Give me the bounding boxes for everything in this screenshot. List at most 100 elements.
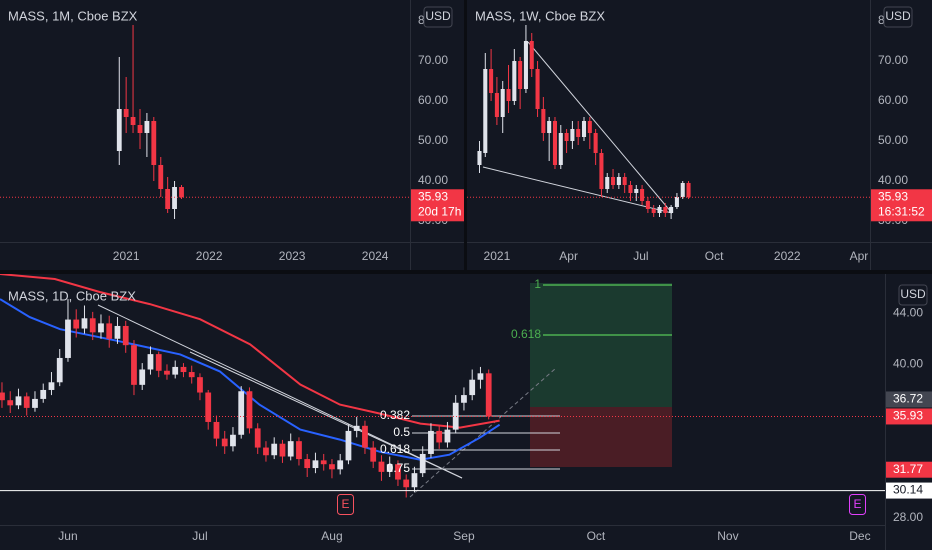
x-tick-label: Oct [587,529,606,543]
candle-body [106,323,113,339]
chart-title: MASS, 1D, Cboe BZX [8,288,136,303]
level-label: 31.77 [893,462,923,476]
candle-body [593,133,598,153]
x-tick-label: 2021 [113,249,140,263]
candle-body [576,129,581,137]
candle-body [279,443,286,457]
earnings-label: E [853,497,861,511]
y-tick-label: 40.00 [878,173,908,187]
candle-body [172,187,177,209]
candle-body [179,187,184,198]
candle-body [158,165,164,189]
candle-body [287,441,294,457]
candle-body [686,183,691,198]
chart-title: MASS, 1M, Cboe BZX [8,8,138,23]
fib-label: 0.5 [393,425,410,439]
y-tick-label: 28.00 [893,510,923,524]
target-label: 1 [534,277,541,291]
target-label: 0.618 [511,327,541,341]
candle-body [489,69,494,93]
candle-body [197,377,203,393]
candle-body [547,121,552,133]
candle-body [378,461,385,472]
candle-body [213,421,220,439]
level-box [886,482,932,499]
earnings-marker[interactable] [337,494,354,515]
candle-body [581,121,587,137]
candle-body [205,392,212,422]
level-label: 30.14 [893,483,923,497]
trend-line [97,304,463,479]
candle-body [444,429,451,443]
last-price-label: 35.93 [418,189,448,203]
candle-body [529,41,534,69]
candle-body [436,430,443,443]
candle-body [122,325,129,346]
last-price-box [411,189,464,222]
candle-body [558,133,563,165]
candle-body [651,209,656,213]
level-box [886,461,932,478]
candle-body [221,438,228,447]
candle-body [329,464,335,470]
x-tick-label: 2022 [196,249,223,263]
currency-box [883,6,913,28]
trend-line [527,41,673,214]
candle-body [164,370,170,375]
x-tick-label: Jul [192,529,207,543]
candle-body [147,354,154,370]
candle-body [564,133,569,141]
candle-body [337,460,344,470]
candle-body [137,125,143,133]
candle-body [461,395,467,403]
candle-body [477,151,482,165]
candle-body [230,434,236,447]
level-box [886,391,932,408]
candle-body [188,372,195,378]
candle-body [0,392,5,401]
candle-body [645,201,650,209]
candle-body [130,117,136,125]
candle-body [172,366,179,375]
plot-area [477,25,691,219]
y-tick-label: 60.00 [418,93,448,107]
candle-body [419,453,426,474]
candle-body [123,109,129,117]
candle-body [616,177,621,185]
candle-body [23,396,30,408]
fib-label: 0.75 [387,461,411,475]
earnings-marker[interactable] [849,494,866,515]
candle-body [263,447,269,456]
x-tick-label: Sep [453,529,475,543]
candle-body [116,109,122,151]
countdown: 20d 17h [418,204,461,218]
candle-body [362,425,368,448]
candle-body [254,428,261,448]
last-price-box [886,408,932,425]
candle-body [81,318,88,329]
candle-body [165,189,171,209]
candle-body [541,109,546,133]
currency-box [898,284,928,306]
candle-body [674,197,679,207]
candle-body [494,93,499,117]
candle-body [151,121,157,165]
candle-body [386,464,393,472]
pane-separator [464,0,467,272]
x-tick-label: 2024 [362,249,389,263]
candle-body [469,379,476,396]
y-tick-label: 44.00 [893,305,923,319]
y-tick-label: 70.00 [418,53,448,67]
x-tick-label: Apr [850,249,869,263]
last-price-box [871,189,932,222]
candle-body [370,447,377,462]
candle-body [483,69,488,153]
plot-area [0,274,672,498]
candle-body [98,323,104,333]
candle-body [65,319,71,358]
level-label: 36.72 [893,392,923,406]
plot-area [116,25,184,219]
y-tick-label: 50.00 [418,133,448,147]
candle-body [552,121,558,165]
